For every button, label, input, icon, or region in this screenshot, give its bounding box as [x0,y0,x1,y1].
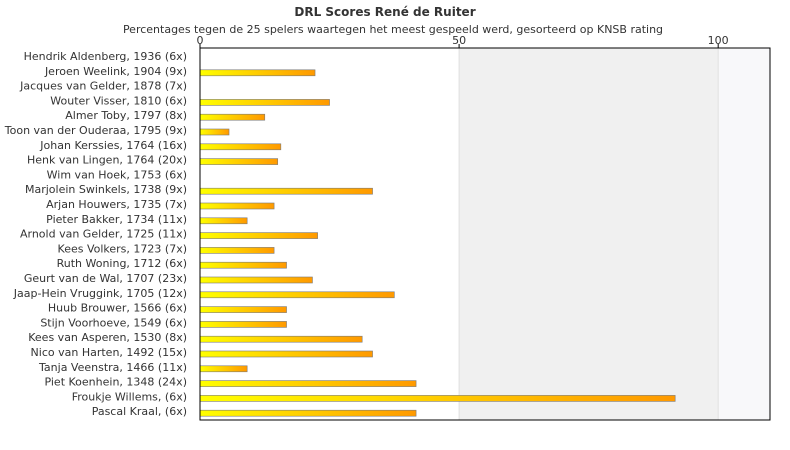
bar [199,247,275,254]
bar [199,350,373,358]
bar [199,187,373,195]
category-label: Wim van Hoek, 1753 (6x) [47,168,187,181]
category-label: Johan Kerssies, 1764 (16x) [39,139,187,152]
bar [199,321,287,328]
category-label: Stijn Voorhoeve, 1549 (6x) [40,316,187,329]
bar [199,306,287,313]
bar [199,113,266,121]
bar [199,143,282,151]
category-label: Froukje Willems, (6x) [72,390,187,403]
bar [199,365,248,373]
bar [199,217,248,225]
category-label: Kees van Asperen, 1530 (8x) [28,331,187,344]
category-label: Toon van der Ouderaa, 1795 (9x) [4,124,187,137]
bar [199,335,363,343]
category-label: Pieter Bakker, 1734 (11x) [46,213,187,226]
bar [199,128,230,136]
category-label: Henk van Lingen, 1764 (20x) [27,154,187,167]
bar [199,276,313,284]
plot-background [200,48,770,420]
x-tick-label: 100 [708,34,729,47]
category-label: Marjolein Swinkels, 1738 (9x) [25,183,187,196]
category-label: Hendrik Aldenberg, 1936 (6x) [24,50,187,63]
category-label: Tanja Veenstra, 1466 (11x) [38,361,187,374]
category-label: Arnold van Gelder, 1725 (11x) [20,228,187,241]
category-label: Arjan Houwers, 1735 (7x) [46,198,187,211]
x-tick-label: 50 [452,34,466,47]
category-label: Jacques van Gelder, 1878 (7x) [19,80,187,93]
x-axis: 0 50 100 [197,34,729,48]
category-label: Almer Toby, 1797 (8x) [65,109,187,122]
bar [199,69,316,77]
y-axis: Hendrik Aldenberg, 1936 (6x) Jeroen Weeli… [4,50,187,418]
bar [199,202,275,210]
bar [199,99,330,106]
category-label: Kees Volkers, 1723 (7x) [58,242,187,255]
background-band [718,48,770,420]
grid-lines [458,48,719,420]
bar [199,409,417,417]
bar [199,261,287,269]
category-label: Huub Brouwer, 1566 (6x) [48,302,187,315]
bar [199,395,676,402]
category-label: Geurt van de Wal, 1707 (23x) [24,272,187,285]
category-label: Ruth Woning, 1712 (6x) [57,257,187,270]
category-label: Jeroen Weelink, 1904 (9x) [44,65,187,78]
plot-frame [199,47,771,421]
background-band [459,48,719,420]
bar [199,291,395,299]
category-label: Wouter Visser, 1810 (6x) [50,94,187,107]
category-label: Pascal Kraal, (6x) [92,405,187,418]
category-label: Nico van Harten, 1492 (15x) [31,346,187,359]
bar [199,158,279,165]
chart-title: DRL Scores René de Ruiter [294,5,475,19]
category-label: Piet Koenhein, 1348 (24x) [44,376,187,389]
chart-subtitle: Percentages tegen de 25 spelers waartege… [123,23,663,36]
bar [199,232,318,239]
category-label: Jaap-Hein Vruggink, 1705 (12x) [13,287,187,300]
x-tick-label: 0 [197,34,204,47]
bar [199,380,417,387]
